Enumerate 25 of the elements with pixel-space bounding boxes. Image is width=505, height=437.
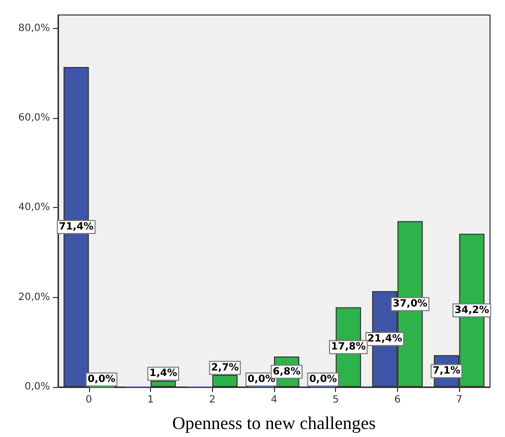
y-tick-label: 40,0% [18, 202, 50, 214]
data-label: 0,0% [88, 374, 116, 385]
data-label: 2,7% [211, 362, 239, 374]
data-label: 21,4% [367, 334, 402, 345]
x-axis-title: Openness to new challenges [172, 413, 376, 433]
x-tick-label: 5 [332, 394, 339, 406]
data-label: 71,4% [58, 221, 94, 232]
data-label: 17,8% [331, 342, 366, 353]
y-tick-label: 60,0% [18, 112, 50, 124]
x-tick-label: 7 [456, 394, 462, 406]
data-label: 1,4% [149, 368, 178, 380]
x-tick-label: 1 [147, 394, 154, 406]
data-label: 0,0% [247, 374, 276, 385]
x-tick-label: 2 [209, 394, 216, 406]
y-tick-label: 0,0% [24, 382, 50, 392]
data-label: 37,0% [392, 298, 428, 310]
data-label: 7,1% [432, 366, 460, 377]
data-label: 34,2% [454, 304, 490, 316]
y-tick-label: 80,0% [18, 22, 50, 34]
y-tick-label: 20,0% [18, 292, 50, 303]
data-label: 0,0% [309, 374, 337, 385]
x-tick-label: 4 [270, 394, 278, 406]
x-tick-label: 6 [394, 394, 401, 406]
data-label: 6,8% [272, 366, 301, 378]
x-tick-label: 0 [86, 394, 92, 406]
